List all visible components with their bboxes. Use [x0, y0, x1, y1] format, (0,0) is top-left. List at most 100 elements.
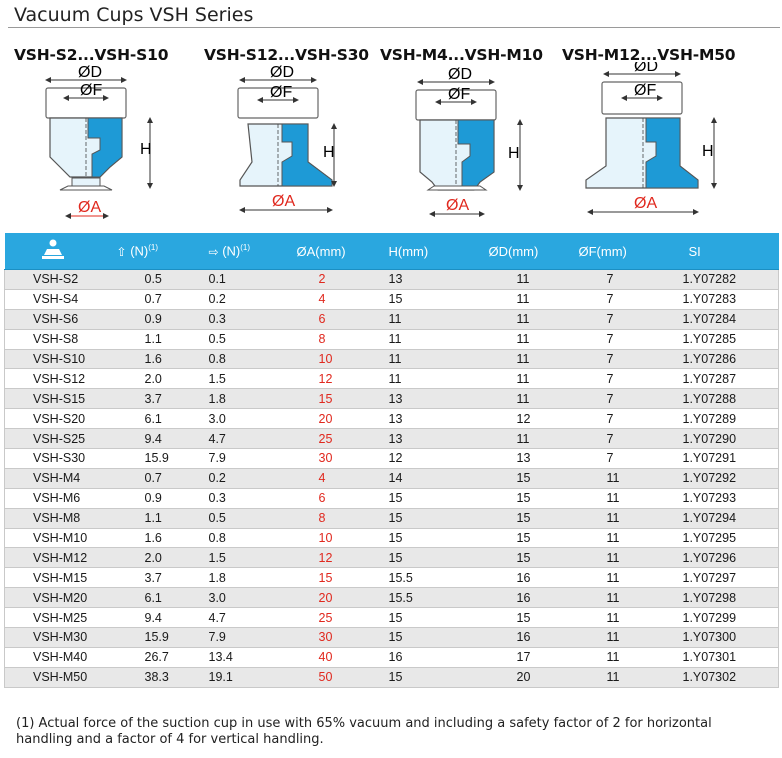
dim-label-h: H: [323, 144, 335, 161]
dim-label-h: H: [508, 145, 520, 162]
cell-force-vertical: 0.5: [208, 508, 297, 529]
drawing-vsh-s-large: ØD ØF H ØA: [237, 64, 337, 213]
cell-force-horizontal: 2.0: [116, 368, 209, 390]
cell-force-vertical: 1.5: [208, 547, 297, 569]
cell-si: 1.Y07288: [658, 388, 779, 410]
cell-si: 1.Y07290: [658, 428, 779, 450]
cell-model: VSH-M4: [4, 468, 117, 489]
dim-label-h: H: [140, 141, 152, 158]
cell-force-horizontal: 0.9: [116, 488, 209, 509]
cell-si: 1.Y07289: [658, 408, 779, 430]
cell-diameter-f: 7: [578, 329, 659, 350]
table-row: VSH-M12 2.0 1.5 12 15 15 11 1.Y07296: [4, 547, 779, 569]
header-diameter-f: ØF(mm): [578, 233, 659, 270]
cell-diameter-d: 11: [488, 428, 579, 450]
cell-force-horizontal: 6.1: [116, 587, 209, 609]
cell-diameter-a: 4: [296, 289, 389, 310]
header-height: H(mm): [388, 233, 489, 270]
cell-diameter-a: 30: [296, 627, 389, 648]
cell-force-horizontal: 26.7: [116, 647, 209, 668]
table-row: VSH-S20 6.1 3.0 20 13 12 7 1.Y07289: [4, 408, 779, 430]
cell-si: 1.Y07292: [658, 468, 779, 489]
cell-diameter-d: 15: [488, 547, 579, 569]
cell-model: VSH-S25: [4, 428, 117, 450]
cell-diameter-d: 15: [488, 508, 579, 529]
cell-model: VSH-S20: [4, 408, 117, 430]
cell-height: 11: [388, 309, 489, 330]
cell-si: 1.Y07293: [658, 488, 779, 509]
specs-table: ⇧ (N)(1) ⇨ (N)(1) ØA(mm) H(mm) ØD(mm) ØF…: [4, 233, 779, 688]
cell-diameter-f: 7: [578, 309, 659, 330]
cell-diameter-a: 50: [296, 667, 389, 688]
cell-force-horizontal: 15.9: [116, 627, 209, 648]
cell-diameter-f: 7: [578, 368, 659, 390]
cell-diameter-d: 15: [488, 488, 579, 509]
header-icon: [4, 233, 117, 270]
cell-diameter-d: 11: [488, 329, 579, 350]
cell-height: 15: [388, 667, 489, 688]
cell-diameter-d: 11: [488, 368, 579, 390]
cell-force-horizontal: 3.7: [116, 388, 209, 410]
cell-si: 1.Y07287: [658, 368, 779, 390]
cell-diameter-d: 16: [488, 587, 579, 609]
cell-diameter-d: 11: [488, 269, 579, 290]
cell-force-horizontal: 1.6: [116, 349, 209, 370]
cell-si: 1.Y07291: [658, 448, 779, 469]
cell-force-vertical: 4.7: [208, 607, 297, 629]
table-row: VSH-M20 6.1 3.0 20 15.5 16 11 1.Y07298: [4, 587, 779, 609]
cell-height: 15.5: [388, 587, 489, 609]
cell-diameter-d: 16: [488, 627, 579, 648]
cell-diameter-f: 11: [578, 587, 659, 609]
cell-diameter-a: 10: [296, 528, 389, 549]
cell-diameter-a: 12: [296, 547, 389, 569]
cell-force-vertical: 4.7: [208, 428, 297, 450]
cell-si: 1.Y07299: [658, 607, 779, 629]
cell-force-vertical: 0.1: [208, 269, 297, 290]
cell-diameter-f: 11: [578, 667, 659, 688]
cell-force-horizontal: 15.9: [116, 448, 209, 469]
cell-height: 13: [388, 408, 489, 430]
page-title: Vacuum Cups VSH Series: [14, 4, 254, 26]
cell-force-vertical: 0.3: [208, 488, 297, 509]
cell-force-vertical: 0.3: [208, 309, 297, 330]
cell-diameter-f: 11: [578, 508, 659, 529]
cell-si: 1.Y07300: [658, 627, 779, 648]
dim-label-a: ØA: [634, 195, 657, 212]
dim-label-a: ØA: [446, 197, 469, 214]
cell-height: 15: [388, 508, 489, 529]
cell-diameter-a: 6: [296, 309, 389, 330]
cell-model: VSH-M10: [4, 528, 117, 549]
cell-si: 1.Y07285: [658, 329, 779, 350]
series-head-m-large: VSH-M12...VSH-M50: [562, 46, 736, 64]
cell-diameter-f: 11: [578, 528, 659, 549]
cell-model: VSH-M20: [4, 587, 117, 609]
cell-si: 1.Y07297: [658, 567, 779, 589]
cell-diameter-a: 20: [296, 587, 389, 609]
cell-diameter-d: 12: [488, 408, 579, 430]
cell-diameter-a: 8: [296, 508, 389, 529]
cell-force-vertical: 19.1: [208, 667, 297, 688]
cell-diameter-a: 15: [296, 567, 389, 589]
series-head-s-large: VSH-S12...VSH-S30: [204, 46, 369, 64]
table-row: VSH-M30 15.9 7.9 30 15 16 11 1.Y07300: [4, 627, 779, 648]
dim-label-f: ØF: [80, 82, 102, 99]
cell-model: VSH-S15: [4, 388, 117, 410]
dim-label-d: ØD: [78, 64, 102, 81]
table-row: VSH-M15 3.7 1.8 15 15.5 16 11 1.Y07297: [4, 567, 779, 589]
cell-si: 1.Y07298: [658, 587, 779, 609]
table-row: VSH-M8 1.1 0.5 8 15 15 11 1.Y07294: [4, 508, 779, 529]
table-header-row: ⇧ (N)(1) ⇨ (N)(1) ØA(mm) H(mm) ØD(mm) ØF…: [4, 233, 779, 270]
cell-diameter-f: 11: [578, 468, 659, 489]
cell-diameter-d: 15: [488, 468, 579, 489]
header-diameter-d: ØD(mm): [488, 233, 579, 270]
cell-diameter-a: 6: [296, 488, 389, 509]
cell-height: 13: [388, 428, 489, 450]
cell-force-horizontal: 6.1: [116, 408, 209, 430]
cell-diameter-a: 30: [296, 448, 389, 469]
cell-model: VSH-M50: [4, 667, 117, 688]
cell-force-vertical: 0.2: [208, 289, 297, 310]
cell-force-horizontal: 38.3: [116, 667, 209, 688]
cell-diameter-a: 20: [296, 408, 389, 430]
table-row: VSH-S25 9.4 4.7 25 13 11 7 1.Y07290: [4, 428, 779, 450]
table-row: VSH-S10 1.6 0.8 10 11 11 7 1.Y07286: [4, 349, 779, 370]
